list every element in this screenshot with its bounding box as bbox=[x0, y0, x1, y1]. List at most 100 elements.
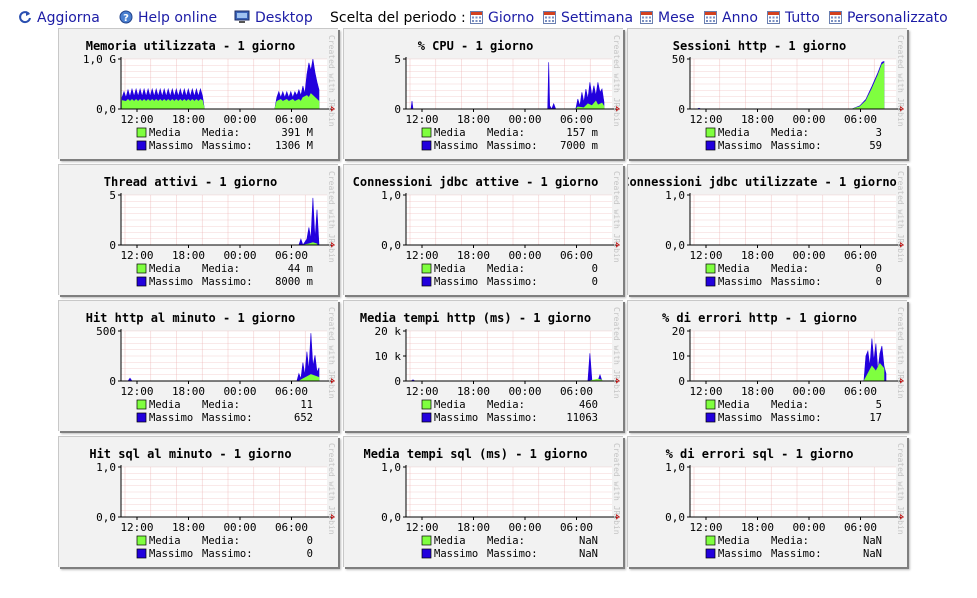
chart-title: Connessioni jdbc utilizzate - 1 giorno bbox=[628, 175, 897, 189]
legend-value-media: 3 bbox=[876, 127, 882, 139]
legend-value-media: 0 bbox=[592, 263, 598, 275]
desktop-link[interactable]: Desktop bbox=[234, 9, 313, 29]
chart-panel[interactable]: Sessioni http - 1 giorno 12:00 18:00 00:00 0… bbox=[627, 28, 907, 159]
legend-value-media: 44 m bbox=[288, 263, 313, 275]
chart-panel[interactable]: Hit sql al minuto - 1 giorno 12:00 18:00 00… bbox=[58, 436, 338, 567]
grid bbox=[690, 194, 896, 245]
series-massimo-area bbox=[407, 353, 603, 382]
x-tick-label: 00:00 bbox=[508, 249, 541, 262]
y-tick-label: 0 bbox=[394, 103, 401, 116]
period-link-week[interactable]: Settimana bbox=[543, 9, 633, 29]
legend-swatch-media bbox=[705, 399, 716, 410]
x-tick-label: 12:00 bbox=[689, 521, 722, 534]
legend-stat-massimo: Massimo: bbox=[771, 140, 822, 152]
chart-panel[interactable]: Memoria utilizzata - 1 giorno 12:00 18:00 0… bbox=[58, 28, 338, 159]
grid bbox=[121, 466, 327, 517]
legend-stat-media: Media: bbox=[202, 263, 240, 275]
x-tick-label: 18:00 bbox=[172, 249, 205, 262]
chart-panel[interactable]: Connessioni jdbc utilizzate - 1 giorno 12… bbox=[627, 164, 907, 295]
legend-swatch-massimo bbox=[421, 548, 432, 559]
calendar-icon bbox=[829, 11, 842, 29]
jrobin-watermark: Created with JRobin bbox=[896, 171, 905, 263]
legend-value-massimo: 11063 bbox=[566, 412, 598, 424]
chart-panel[interactable]: Connessioni jdbc attive - 1 giorno 12:00 1… bbox=[343, 164, 623, 295]
chart-svg: Hit http al minuto - 1 giorno 12:00 18:00 0… bbox=[86, 307, 336, 424]
period-link-custom[interactable]: Personalizzato bbox=[829, 9, 948, 29]
chart-svg: % di errori http - 1 giorno 12:00 18:00 00:… bbox=[662, 307, 905, 424]
chart-panel[interactable]: % di errori http - 1 giorno 12:00 18:00 00:… bbox=[627, 300, 907, 431]
legend-stat-media: Media: bbox=[771, 399, 809, 411]
jrobin-watermark: Created with JRobin bbox=[612, 443, 621, 535]
legend-swatch-media bbox=[705, 535, 716, 546]
legend-value-massimo: 8000 m bbox=[275, 276, 313, 288]
x-axis-arrow-icon bbox=[616, 242, 620, 248]
x-tick-label: 06:00 bbox=[560, 521, 593, 534]
legend-label-massimo: Massimo bbox=[149, 412, 193, 424]
jrobin-watermark: Created with JRobin bbox=[896, 35, 905, 127]
legend-value-media: 0 bbox=[876, 263, 882, 275]
y-tick-label: 10 bbox=[672, 350, 685, 363]
period-link-month[interactable]: Mese bbox=[640, 9, 695, 29]
period-link-year[interactable]: Anno bbox=[704, 9, 758, 29]
legend-value-massimo: NaN bbox=[579, 548, 598, 560]
x-tick-label: 00:00 bbox=[792, 385, 825, 398]
legend-value-media: NaN bbox=[863, 535, 882, 547]
x-tick-label: 06:00 bbox=[275, 385, 308, 398]
x-tick-label: 12:00 bbox=[120, 113, 153, 126]
chart-panel[interactable]: Thread attivi - 1 giorno 12:00 18:00 00:00 0… bbox=[58, 164, 338, 295]
y-tick-label: 0 bbox=[394, 375, 401, 388]
y-tick-label: 5 bbox=[109, 189, 116, 202]
y-tick-label: 0,0 bbox=[665, 511, 685, 524]
period-label-day: Giorno bbox=[488, 10, 535, 26]
y-tick-label: 0,0 bbox=[96, 103, 116, 116]
y-tick-label: 20 bbox=[672, 325, 685, 338]
legend-swatch-media bbox=[705, 263, 716, 274]
legend-label-massimo: Massimo bbox=[149, 276, 193, 288]
legend-stat-massimo: Massimo: bbox=[202, 276, 253, 288]
legend-value-media: 11 bbox=[300, 399, 313, 411]
legend-label-media: Media bbox=[149, 127, 181, 139]
x-tick-label: 00:00 bbox=[223, 249, 256, 262]
x-tick-label: 12:00 bbox=[120, 521, 153, 534]
x-tick-label: 06:00 bbox=[275, 249, 308, 262]
series-media-area bbox=[691, 62, 885, 110]
legend-label-massimo: Massimo bbox=[149, 140, 193, 152]
period-label-week: Settimana bbox=[561, 10, 634, 26]
series-media-area bbox=[122, 374, 320, 382]
legend-label-media: Media bbox=[718, 263, 750, 275]
x-tick-label: 00:00 bbox=[508, 385, 541, 398]
y-tick-label: 10 k bbox=[375, 350, 402, 363]
chart-panel[interactable]: Media tempi sql (ms) - 1 giorno 12:00 18:0… bbox=[343, 436, 623, 567]
y-tick-label: 20 k bbox=[375, 325, 402, 338]
period-label-month: Mese bbox=[658, 10, 695, 26]
x-tick-label: 18:00 bbox=[457, 113, 490, 126]
x-tick-label: 18:00 bbox=[172, 521, 205, 534]
legend-value-massimo: 0 bbox=[592, 276, 598, 288]
chart-panel[interactable]: Media tempi http (ms) - 1 giorno 12:00 18:… bbox=[343, 300, 623, 431]
x-axis-arrow-icon bbox=[331, 514, 335, 520]
y-tick-label: 1,0 bbox=[381, 461, 401, 474]
help-link[interactable]: ? Help online bbox=[119, 9, 217, 29]
legend-label-massimo: Massimo bbox=[718, 412, 762, 424]
legend-value-massimo: 652 bbox=[294, 412, 313, 424]
legend-stat-media: Media: bbox=[771, 535, 809, 547]
chart-svg: Thread attivi - 1 giorno 12:00 18:00 00:00 0… bbox=[104, 171, 336, 288]
series-massimo-area bbox=[122, 197, 320, 246]
series-media-area bbox=[121, 93, 320, 110]
legend-value-massimo: 17 bbox=[869, 412, 882, 424]
refresh-icon bbox=[18, 10, 32, 29]
desktop-label: Desktop bbox=[255, 10, 313, 26]
chart-panel[interactable]: % CPU - 1 giorno 12:00 18:00 00:00 06:00 5 0 Cr… bbox=[343, 28, 623, 159]
chart-svg: % CPU - 1 giorno 12:00 18:00 00:00 06:00 5 0 Cr… bbox=[394, 35, 621, 152]
x-axis-arrow-icon bbox=[616, 514, 620, 520]
legend-stat-massimo: Massimo: bbox=[202, 412, 253, 424]
chart-panel[interactable]: % di errori sql - 1 giorno 12:00 18:00 00:0… bbox=[627, 436, 907, 567]
chart-panel[interactable]: Hit http al minuto - 1 giorno 12:00 18:00 0… bbox=[58, 300, 338, 431]
period-link-all[interactable]: Tutto bbox=[767, 9, 820, 29]
legend-stat-massimo: Massimo: bbox=[771, 412, 822, 424]
refresh-link[interactable]: Aggiorna bbox=[18, 9, 100, 29]
chart-title: % di errori http - 1 giorno bbox=[662, 311, 857, 325]
x-tick-label: 06:00 bbox=[560, 385, 593, 398]
period-link-day[interactable]: Giorno bbox=[470, 9, 534, 29]
x-tick-label: 00:00 bbox=[223, 113, 256, 126]
